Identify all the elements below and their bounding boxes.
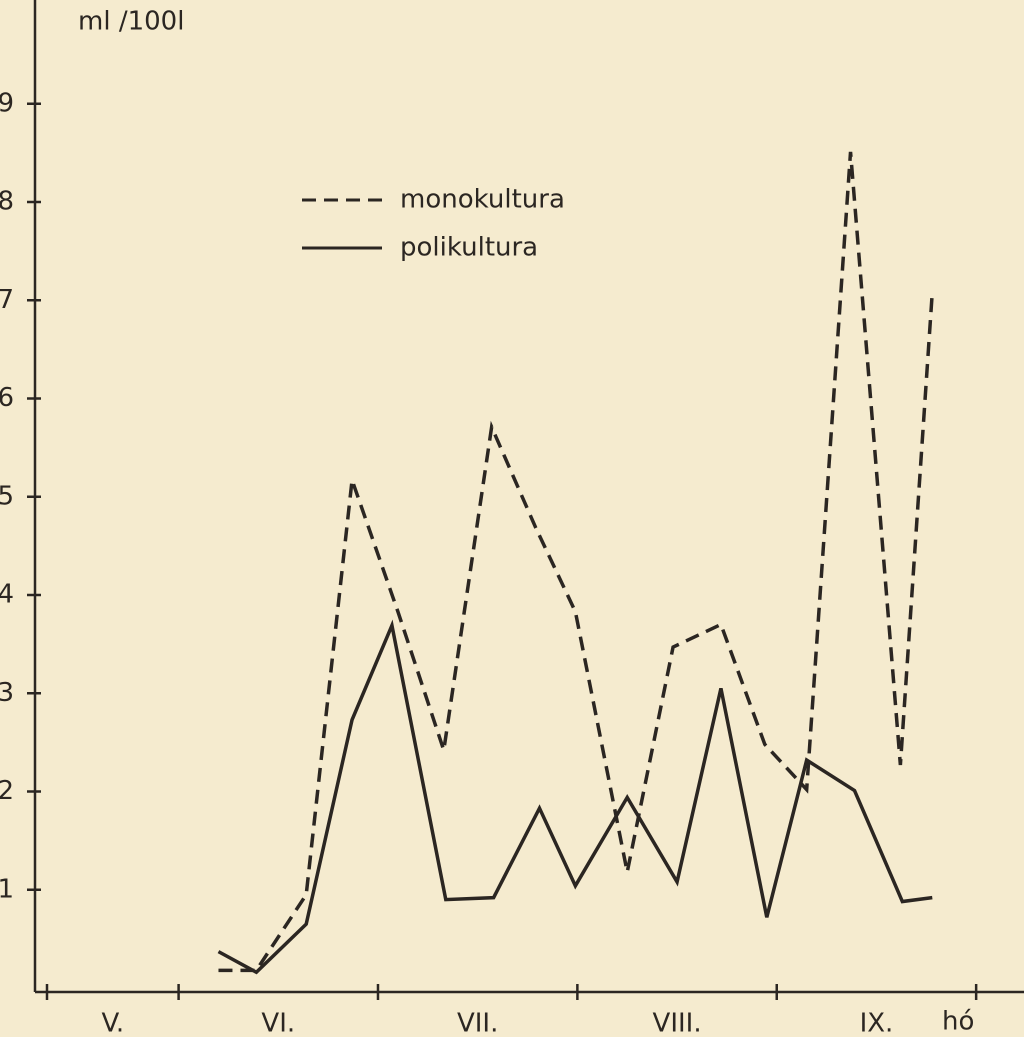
x-tick-label: VII. (457, 1009, 498, 1037)
y-tick-label: 5 (0, 481, 14, 511)
legend-label: polikultura (400, 233, 538, 263)
y-tick-label: 7 (0, 285, 14, 315)
data-line (218, 151, 935, 973)
y-tick-label: 1 (0, 874, 14, 904)
y-tick-label: 6 (0, 383, 14, 413)
legend-label: monokultura (400, 185, 565, 215)
x-tick-label: VIII. (653, 1009, 702, 1037)
x-tick-label: VI. (261, 1009, 295, 1037)
y-tick-label: 8 (0, 187, 14, 217)
y-axis-label: ml /100l (78, 7, 184, 37)
x-axis-label: hó (942, 1007, 974, 1037)
x-tick-label: V. (101, 1009, 124, 1037)
y-tick-label: 3 (0, 678, 14, 708)
x-tick-label: IX. (860, 1009, 894, 1037)
y-tick-label: 9 (0, 88, 14, 118)
y-tick-label: 2 (0, 776, 14, 806)
y-tick-label: 4 (0, 580, 14, 610)
data-line (217, 619, 933, 975)
